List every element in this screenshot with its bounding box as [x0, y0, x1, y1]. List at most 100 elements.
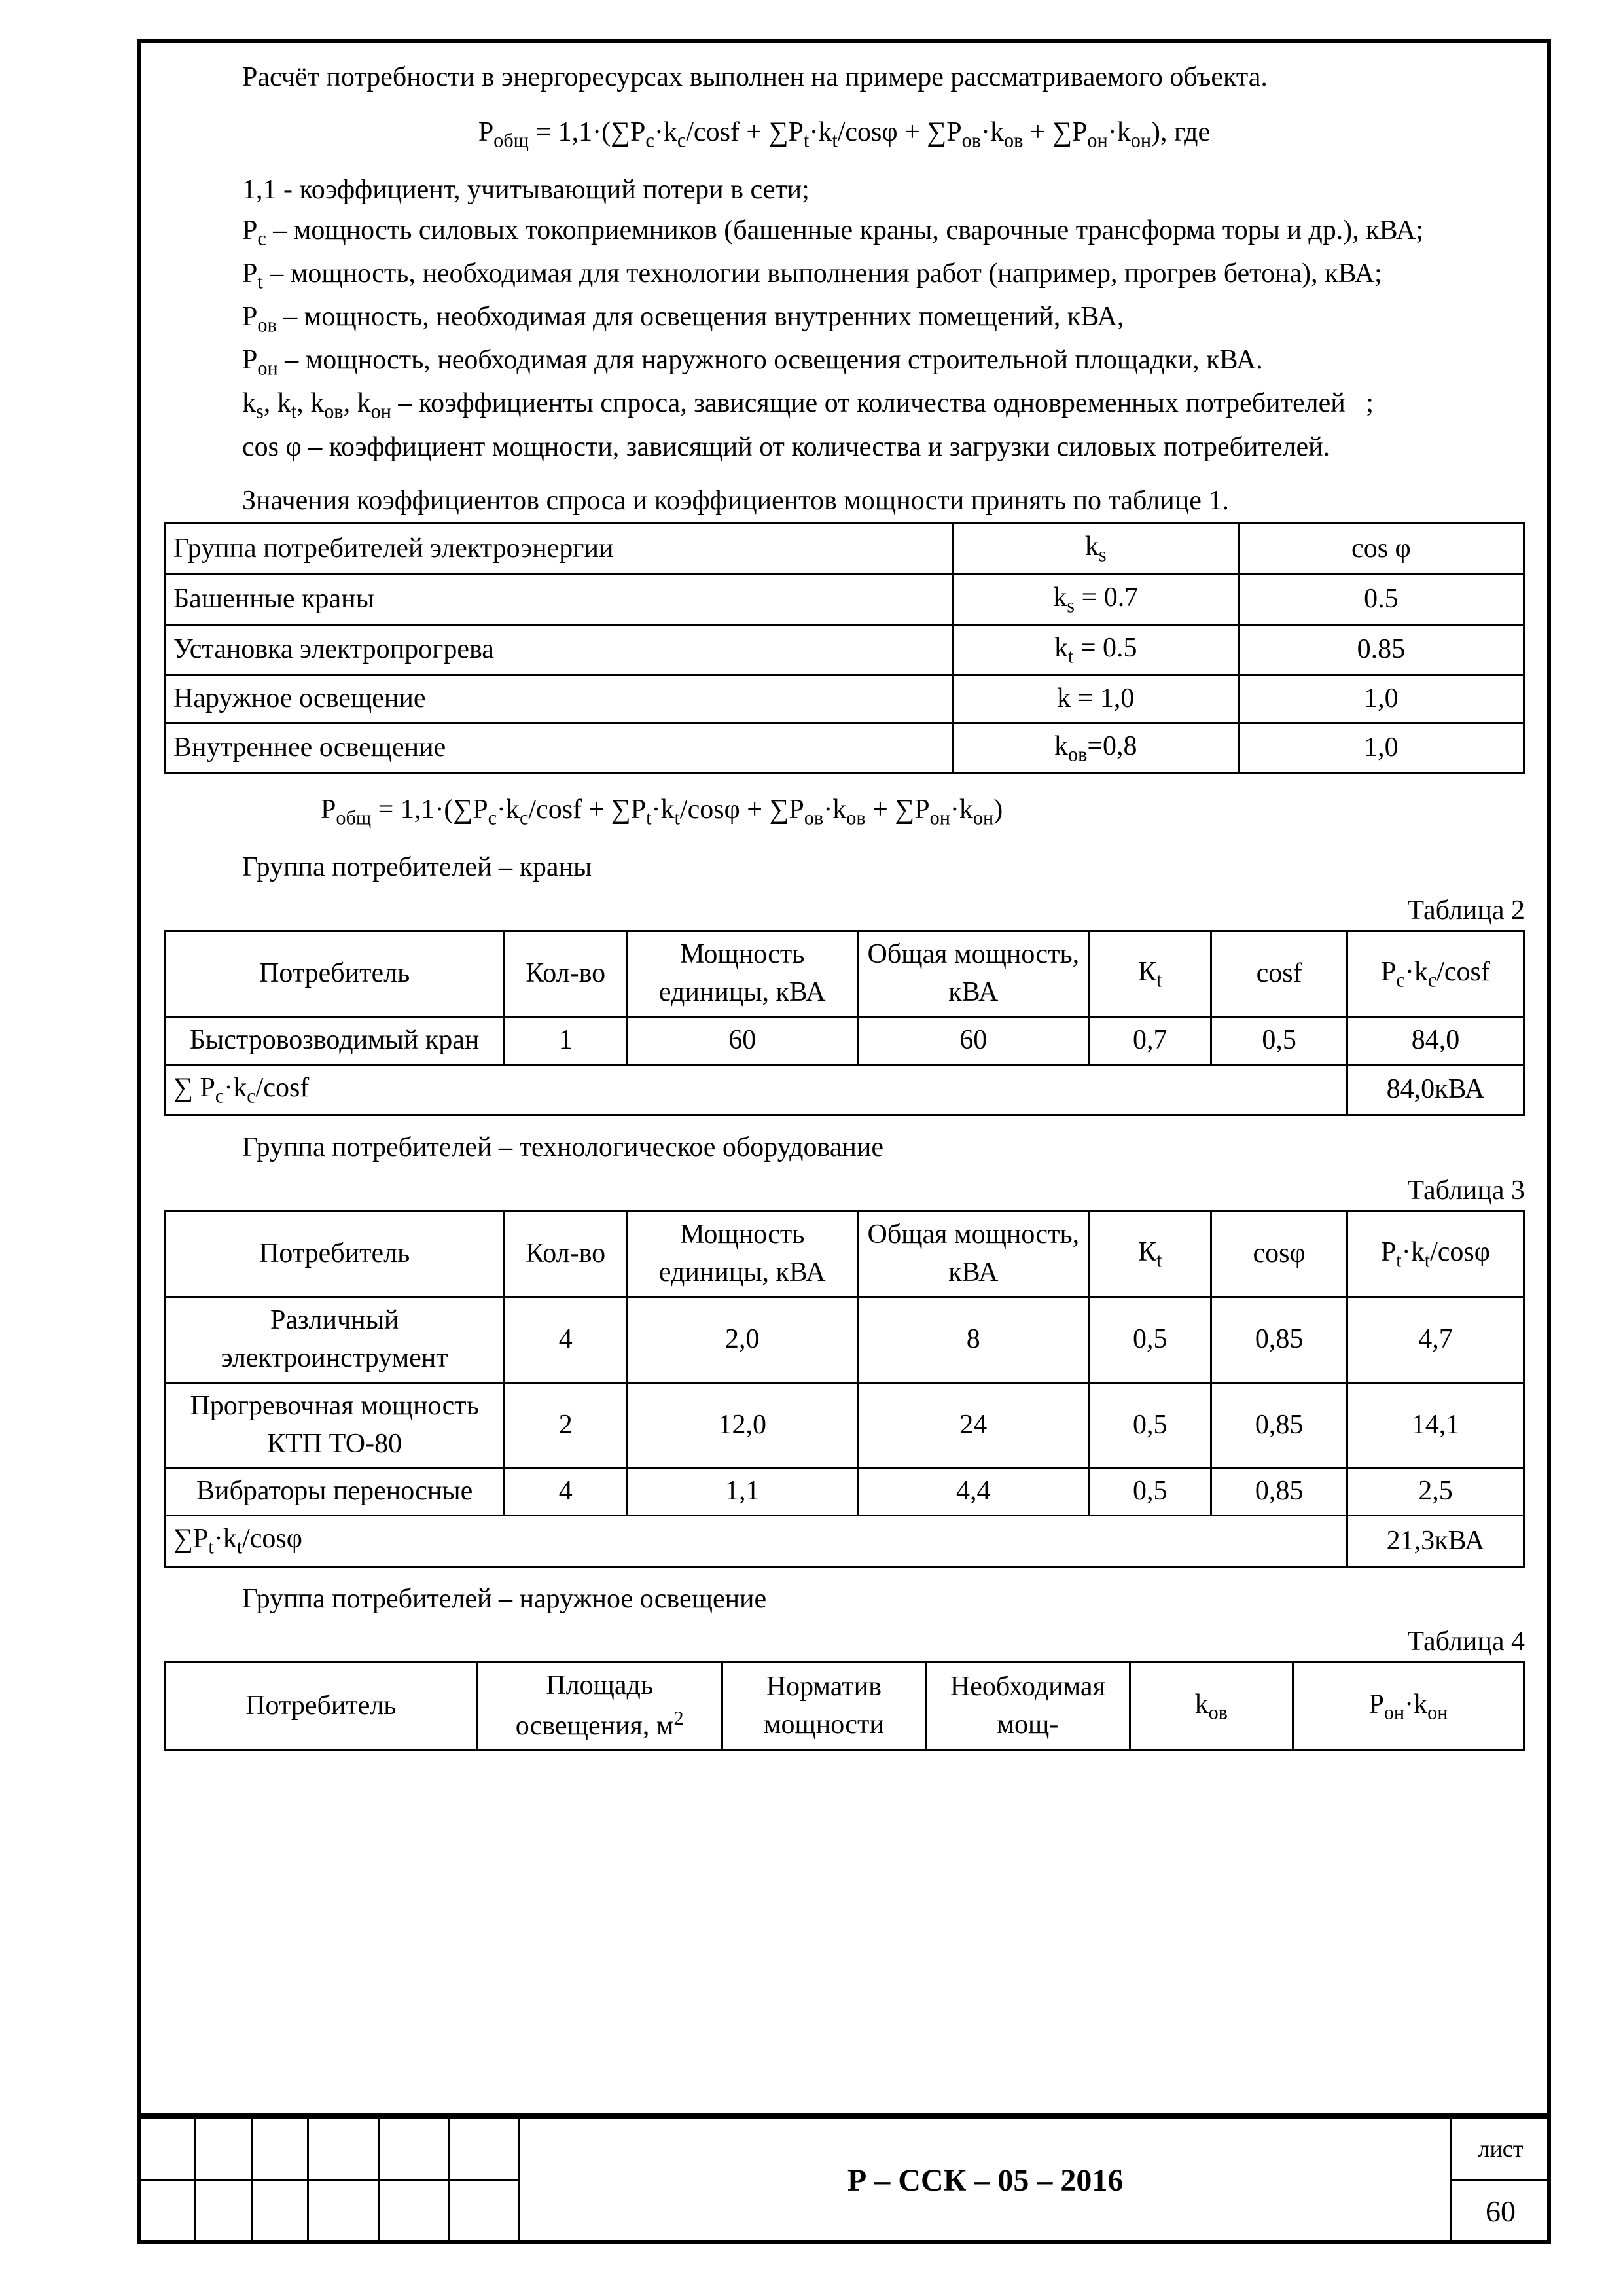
- table-cell: Прогревочная мощность КТП ТО-80: [165, 1382, 505, 1468]
- table-cell: Различный электроинструмент: [165, 1297, 505, 1382]
- def-line-5: Pон – мощность, необходимая для наружног…: [164, 342, 1525, 382]
- table-cell: kt = 0.5: [953, 624, 1238, 675]
- table-header-cell: Норматив мощности: [722, 1662, 926, 1751]
- table-cell: 1,1: [627, 1468, 858, 1516]
- group-tech-heading: Группа потребителей – технологическое об…: [164, 1129, 1525, 1167]
- table-header-cell: Pc·kc/cosf: [1347, 931, 1524, 1016]
- table-cell: 2: [505, 1382, 627, 1468]
- table-header-cell: Общая мощность, кВА: [858, 1211, 1089, 1297]
- table-header-cell: Кол-во: [505, 1211, 627, 1297]
- table-cell: 0.5: [1238, 574, 1524, 624]
- table-header-cell: Потребитель: [165, 1211, 505, 1297]
- table-row: Потребитель Площадь освещения, м2 Нормат…: [165, 1662, 1524, 1751]
- table-header-cell: Общая мощность, кВА: [858, 931, 1089, 1016]
- table-cell: 84,0кВА: [1347, 1064, 1524, 1115]
- def-line-7: cos φ – коэффициент мощности, зависящий …: [164, 429, 1525, 467]
- table-cell: ks = 0.7: [953, 574, 1238, 624]
- table-cell: 0.85: [1238, 624, 1524, 675]
- table-cell: 12,0: [627, 1382, 858, 1468]
- table1-caption: Значения коэффициентов спроса и коэффици…: [164, 482, 1525, 520]
- table-cell: ∑Pt·kt/cosφ: [165, 1516, 1347, 1566]
- table-cell: 2,0: [627, 1297, 858, 1382]
- table-cell: 0,7: [1089, 1016, 1211, 1064]
- table-cell: Быстровозводимый кран: [165, 1016, 505, 1064]
- table-cell: 4: [505, 1468, 627, 1516]
- table-header-cell: cosf: [1211, 931, 1347, 1016]
- table-cell: 2,5: [1347, 1468, 1524, 1516]
- table-header-cell: Pt·kt/cosφ: [1347, 1211, 1524, 1297]
- def-line-4: Pов – мощность, необходимая для освещени…: [164, 298, 1525, 339]
- table-cell: 84,0: [1347, 1016, 1524, 1064]
- table-cell: 1: [505, 1016, 627, 1064]
- table-cell: 21,3кВА: [1347, 1516, 1524, 1566]
- table-header-cell: cosφ: [1211, 1211, 1347, 1297]
- table-cell: ∑ Pc·kc/cosf: [165, 1064, 1347, 1115]
- table-1: Группа потребителей электроэнергии ks co…: [164, 522, 1525, 774]
- table-header-cell: Группа потребителей электроэнергии: [165, 524, 954, 574]
- group-cranes-heading: Группа потребителей – краны: [164, 849, 1525, 887]
- table-cell: 4,7: [1347, 1297, 1524, 1382]
- table-cell: k = 1,0: [953, 675, 1238, 723]
- table2-caption: Таблица 2: [164, 892, 1525, 930]
- table-cell: 4,4: [858, 1468, 1089, 1516]
- formula-2: Pобщ = 1,1·(∑Pc·kc/cosf + ∑Pt·kt/cosφ + …: [164, 791, 1525, 832]
- table-header-cell: Площадь освещения, м2: [477, 1662, 722, 1751]
- table-sum-row: ∑Pt·kt/cosφ 21,3кВА: [165, 1516, 1524, 1566]
- table-cell: 60: [858, 1016, 1089, 1064]
- table-cell: 14,1: [1347, 1382, 1524, 1468]
- table-row: Внутреннее освещение kов=0,8 1,0: [165, 723, 1524, 773]
- page-content: Расчёт потребности в энергоресурсах выпо…: [164, 59, 1525, 1751]
- table-cell: 0,85: [1211, 1382, 1347, 1468]
- table4-caption: Таблица 4: [164, 1623, 1525, 1661]
- table-cell: 0,5: [1089, 1468, 1211, 1516]
- table-header-cell: Мощность единицы, кВА: [627, 931, 858, 1016]
- table-header-cell: kов: [1130, 1662, 1293, 1751]
- table-row: Башенные краны ks = 0.7 0.5: [165, 574, 1524, 624]
- def-line-2: Pc – мощность силовых токоприемников (ба…: [164, 212, 1525, 253]
- table-cell: 0,85: [1211, 1468, 1347, 1516]
- table-header-cell: ks: [953, 524, 1238, 574]
- table-header-cell: Кt: [1089, 931, 1211, 1016]
- group-light-heading: Группа потребителей – наружное освещение: [164, 1581, 1525, 1619]
- def-line-6: ks, kt, kов, kон – коэффициенты спроса, …: [164, 385, 1525, 425]
- table-row: Различный электроинструмент 4 2,0 8 0,5 …: [165, 1297, 1524, 1382]
- table-row: Группа потребителей электроэнергии ks co…: [165, 524, 1524, 574]
- table-2: Потребитель Кол-во Мощность единицы, кВА…: [164, 930, 1525, 1116]
- def-line-3: Pt – мощность, необходимая для технологи…: [164, 255, 1525, 296]
- table-cell: Установка электропрогрева: [165, 624, 954, 675]
- table-cell: kов=0,8: [953, 723, 1238, 773]
- table-sum-row: ∑ Pc·kc/cosf 84,0кВА: [165, 1064, 1524, 1115]
- table-header-cell: Кt: [1089, 1211, 1211, 1297]
- table-4: Потребитель Площадь освещения, м2 Нормат…: [164, 1661, 1525, 1751]
- table-header-cell: cos φ: [1238, 524, 1524, 574]
- table-row: Наружное освещение k = 1,0 1,0: [165, 675, 1524, 723]
- table-header-cell: Необходимая мощ-: [926, 1662, 1130, 1751]
- table-cell: Внутреннее освещение: [165, 723, 954, 773]
- table-header-cell: Pон·kон: [1293, 1662, 1524, 1751]
- sheet-label: лист: [1451, 2118, 1550, 2181]
- table-cell: 0,85: [1211, 1297, 1347, 1382]
- table-3: Потребитель Кол-во Мощность единицы, кВА…: [164, 1210, 1525, 1568]
- table-cell: 1,0: [1238, 675, 1524, 723]
- def-line-1: 1,1 - коэффициент, учитывающий потери в …: [164, 171, 1525, 209]
- table-cell: 60: [627, 1016, 858, 1064]
- table-cell: 0,5: [1089, 1297, 1211, 1382]
- formula-1: Pобщ = 1,1·(∑Pc·kc/cosf + ∑Pt·kt/cosφ + …: [164, 114, 1525, 154]
- table-row: Установка электропрогрева kt = 0.5 0.85: [165, 624, 1524, 675]
- table-cell: Вибраторы переносные: [165, 1468, 505, 1516]
- table-row: Потребитель Кол-во Мощность единицы, кВА…: [165, 931, 1524, 1016]
- intro-paragraph: Расчёт потребности в энергоресурсах выпо…: [164, 59, 1525, 97]
- table-cell: Башенные краны: [165, 574, 954, 624]
- table-row: Прогревочная мощность КТП ТО-80 2 12,0 2…: [165, 1382, 1524, 1468]
- table-header-cell: Мощность единицы, кВА: [627, 1211, 858, 1297]
- doc-code: Р – ССК – 05 – 2016: [520, 2118, 1452, 2243]
- table-row: Быстровозводимый кран 1 60 60 0,7 0,5 84…: [165, 1016, 1524, 1064]
- table-header-cell: Потребитель: [165, 1662, 478, 1751]
- table-header-cell: Потребитель: [165, 931, 505, 1016]
- title-block: Р – ССК – 05 – 2016 лист 60: [137, 2113, 1551, 2244]
- table3-caption: Таблица 3: [164, 1172, 1525, 1210]
- table-cell: 8: [858, 1297, 1089, 1382]
- table-cell: 1,0: [1238, 723, 1524, 773]
- table-row: Потребитель Кол-во Мощность единицы, кВА…: [165, 1211, 1524, 1297]
- table-cell: 0,5: [1211, 1016, 1347, 1064]
